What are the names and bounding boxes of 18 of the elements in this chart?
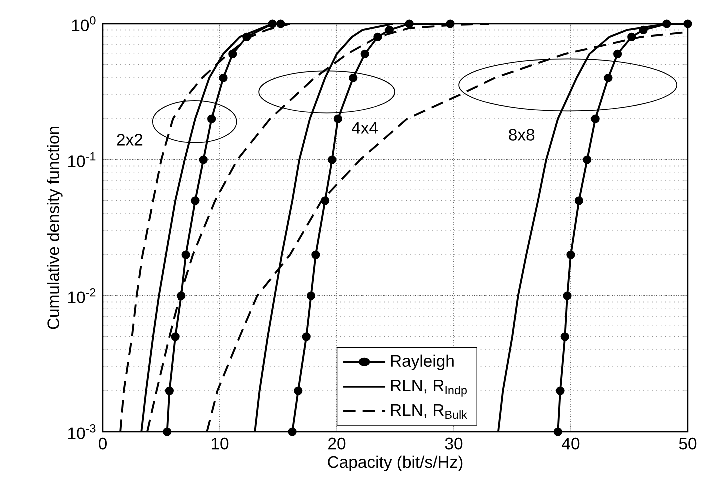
x-tick-label: 30: [445, 438, 463, 450]
x-tick-label: 0: [99, 438, 107, 450]
legend-label: Rayleigh: [391, 354, 454, 370]
x-tick-label: 50: [679, 438, 697, 450]
annotation: 4x4: [352, 122, 378, 134]
x-tick-label: 20: [328, 438, 346, 450]
y-tick-label: 10$^{-2}$: [68, 288, 96, 304]
legend-label: RLN, R$_{Bulk}$: [391, 404, 468, 420]
x-tick-label: 40: [562, 438, 580, 450]
legend-label: RLN, R$_{Indp}$: [391, 380, 467, 397]
x-axis-title: Capacity (bit/s/Hz): [328, 456, 463, 472]
y-tick-label: 10$^{0}$: [72, 16, 96, 32]
annotation: 8x8: [509, 129, 535, 141]
y-tick-label: 10$^{-1}$: [68, 152, 96, 168]
y-axis-title: Cumulative density function: [47, 127, 63, 330]
annotation: 2x2: [117, 134, 143, 146]
x-tick-label: 10: [212, 438, 229, 450]
y-tick-label: 10$^{-3}$: [68, 424, 96, 440]
